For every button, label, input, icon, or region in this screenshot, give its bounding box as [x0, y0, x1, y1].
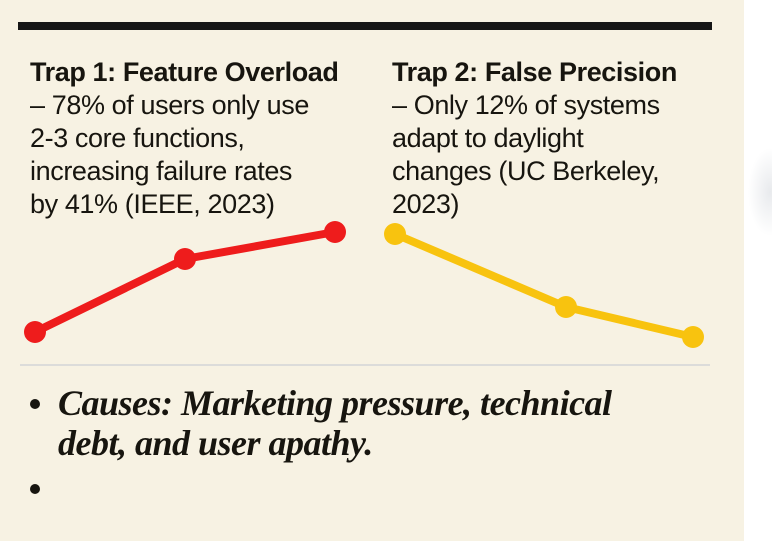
trap1-failure-rate-sparkline-line	[31, 228, 339, 336]
section-divider	[20, 364, 710, 366]
trap2-adaptation-sparkline-point	[682, 326, 704, 348]
trap1-failure-rate-sparkline-point	[174, 248, 196, 270]
trap2-line-1: Trap 2: False Precision	[392, 57, 677, 87]
trap2-line-4: changes (UC Berkeley,	[392, 156, 660, 186]
trap1-line-3: 2-3 core functions,	[30, 123, 245, 153]
trap2-line-3: adapt to daylight	[392, 123, 584, 153]
trap2-adaptation-sparkline-point	[384, 223, 406, 245]
bullet-item-causes: Causes: Marketing pressure, technical de…	[30, 383, 690, 463]
bullet-causes-text: Causes: Marketing pressure, technical de…	[58, 383, 612, 463]
trap1-failure-rate-sparkline-point	[24, 321, 46, 343]
trap1-line-4: increasing failure rates	[30, 156, 293, 186]
trap1-line-5: by 41% (IEEE, 2023)	[30, 189, 275, 219]
trap2-adaptation-sparkline-line	[391, 230, 697, 341]
edge-shadow-artifact	[748, 148, 772, 236]
trap2-line-5: 2023)	[392, 189, 460, 219]
bullet-dot-icon	[30, 484, 40, 494]
trap1-text-block: Trap 1: Feature Overload – 78% of users …	[30, 56, 339, 221]
trap1-line-1: Trap 1: Feature Overload	[30, 57, 339, 87]
trap1-failure-rate-sparkline-point	[324, 221, 346, 243]
right-edge-panel	[744, 0, 772, 541]
trap1-line-2: – 78% of users only use	[30, 90, 309, 120]
bullet-dot-icon	[30, 399, 40, 409]
trap2-adaptation-sparkline-point	[555, 296, 577, 318]
trap2-line-2: – Only 12% of systems	[392, 90, 660, 120]
trap2-text-block: Trap 2: False Precision – Only 12% of sy…	[392, 56, 677, 221]
top-rule-divider	[18, 22, 712, 30]
bullet-item-empty	[30, 468, 690, 494]
